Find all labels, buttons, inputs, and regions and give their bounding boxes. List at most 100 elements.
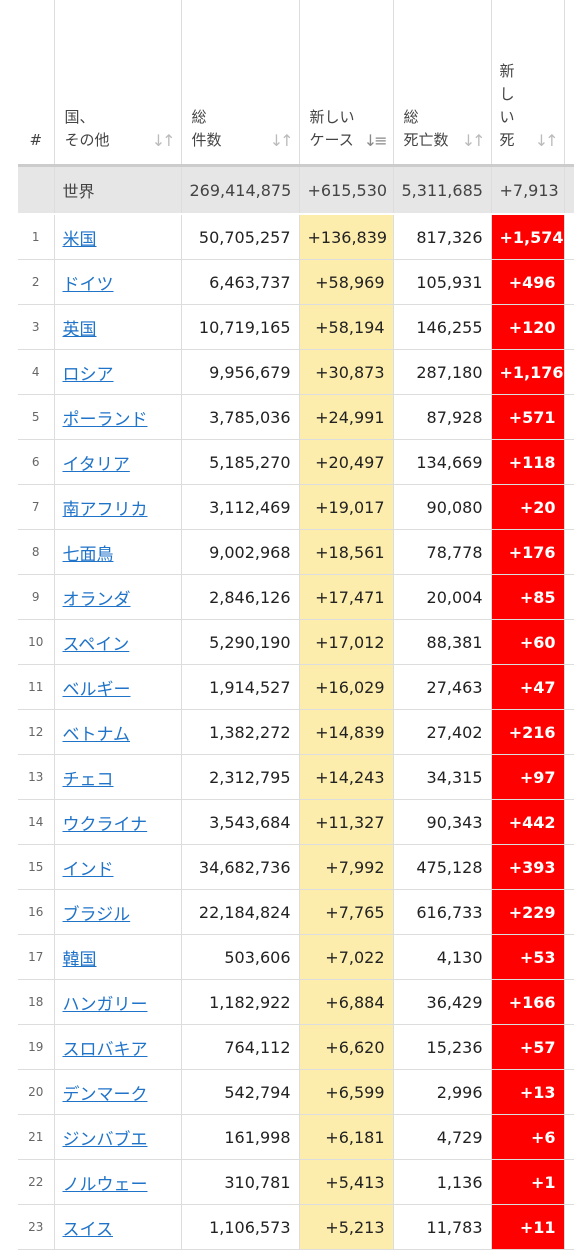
new-deaths-cell: +176 (490, 529, 564, 575)
total-cases-cell: 9,002,968 (180, 529, 299, 575)
country-link[interactable]: ジンバブエ (62, 1129, 148, 1150)
new-cases-cell: +24,991 (298, 394, 393, 440)
header-rank[interactable]: # (18, 0, 54, 167)
country-link[interactable]: ドイツ (62, 274, 114, 295)
country-link[interactable]: スロバキア (62, 1039, 148, 1060)
table-row: 3 英国 10,719,165 +58,194 146,255 +120 (18, 304, 574, 350)
country-cell: ジンバブエ (53, 1114, 181, 1160)
country-cell: 南アフリカ (53, 484, 181, 530)
country-link[interactable]: ベトナム (62, 724, 131, 745)
new-deaths-cell: +53 (490, 934, 564, 980)
total-cases-cell: 310,781 (180, 1159, 299, 1205)
total-cases-cell: 1,914,527 (180, 664, 299, 710)
rank-cell: 15 (18, 844, 54, 890)
table-row: 9 オランダ 2,846,126 +17,471 20,004 +85 (18, 574, 574, 620)
country-link[interactable]: 南アフリカ (62, 499, 148, 520)
new-cases-cell: +16,029 (298, 664, 393, 710)
country-cell: イタリア (53, 439, 181, 485)
total-cases-cell: 542,794 (180, 1069, 299, 1115)
header-country[interactable]: 国、 その他 ↓↑ (53, 0, 181, 167)
new-deaths-cell: +166 (490, 979, 564, 1025)
covid-table-container: # 国、 その他 ↓↑ 総 件数 ↓↑ 新しい ケース ↓≡ 総 死亡数 ↓↑ (18, 0, 574, 1250)
sort-desc-icon[interactable]: ↓≡ (363, 131, 388, 150)
rank-cell: 2 (18, 259, 54, 305)
total-cases-cell: 50,705,257 (180, 214, 299, 260)
country-cell: ポーランド (53, 394, 181, 440)
total-cases-cell: 1,106,573 (180, 1204, 299, 1250)
total-deaths-cell: 817,326 (392, 214, 491, 260)
country-link[interactable]: インド (62, 859, 114, 880)
table-row: 7 南アフリカ 3,112,469 +19,017 90,080 +20 (18, 484, 574, 530)
header-new-cases[interactable]: 新しい ケース ↓≡ (298, 0, 393, 167)
country-link[interactable]: 米国 (62, 229, 97, 250)
overflow-cell (563, 484, 574, 530)
header-new-deaths-label-4: 死 (499, 131, 515, 149)
country-cell: スロバキア (53, 1024, 181, 1070)
total-cases-cell: 9,956,679 (180, 349, 299, 395)
total-deaths-cell: 134,669 (392, 439, 491, 485)
country-link[interactable]: ベルギー (62, 679, 131, 700)
rank-cell: 18 (18, 979, 54, 1025)
country-link[interactable]: デンマーク (62, 1084, 148, 1105)
overflow-cell (563, 529, 574, 575)
country-cell: ハンガリー (53, 979, 181, 1025)
country-link[interactable]: 韓国 (62, 949, 97, 970)
overflow-cell (563, 259, 574, 305)
country-link[interactable]: 七面鳥 (62, 544, 114, 565)
country-link[interactable]: ブラジル (62, 904, 131, 925)
table-row: 16 ブラジル 22,184,824 +7,765 616,733 +229 (18, 889, 574, 935)
rank-cell: 1 (18, 214, 54, 260)
total-deaths-cell: 2,996 (392, 1069, 491, 1115)
total-cases-cell: 764,112 (180, 1024, 299, 1070)
country-link[interactable]: ハンガリー (62, 994, 148, 1015)
rank-cell: 22 (18, 1159, 54, 1205)
overflow-cell (563, 574, 574, 620)
country-link[interactable]: 英国 (62, 319, 97, 340)
new-cases-cell: +136,839 (298, 214, 393, 260)
new-deaths-cell: +47 (490, 664, 564, 710)
country-cell: スイス (53, 1204, 181, 1250)
total-deaths-cell: 1,136 (392, 1159, 491, 1205)
country-link[interactable]: ノルウェー (62, 1174, 148, 1195)
country-link[interactable]: スペイン (62, 634, 130, 655)
country-cell: ブラジル (53, 889, 181, 935)
overflow-cell (563, 214, 574, 260)
world-overflow-cell (563, 165, 574, 215)
new-cases-cell: +6,181 (298, 1114, 393, 1160)
new-cases-cell: +20,497 (298, 439, 393, 485)
new-deaths-cell: +216 (490, 709, 564, 755)
table-row: 13 チェコ 2,312,795 +14,243 34,315 +97 (18, 754, 574, 800)
overflow-cell (563, 844, 574, 890)
country-link[interactable]: ロシア (62, 364, 114, 385)
country-cell: ロシア (53, 349, 181, 395)
table-row: 12 ベトナム 1,382,272 +14,839 27,402 +216 (18, 709, 574, 755)
country-link[interactable]: ウクライナ (62, 814, 148, 835)
header-total-deaths[interactable]: 総 死亡数 ↓↑ (392, 0, 491, 167)
table-row: 20 デンマーク 542,794 +6,599 2,996 +13 (18, 1069, 574, 1115)
rank-cell: 12 (18, 709, 54, 755)
new-cases-cell: +6,884 (298, 979, 393, 1025)
country-link[interactable]: イタリア (62, 454, 130, 475)
rank-cell: 19 (18, 1024, 54, 1070)
header-new-deaths[interactable]: 新 し い 死 ↓↑ (490, 0, 564, 167)
new-deaths-cell: +13 (490, 1069, 564, 1115)
table-row: 15 インド 34,682,736 +7,992 475,128 +393 (18, 844, 574, 890)
country-link[interactable]: チェコ (62, 769, 114, 790)
sort-arrows-icon[interactable]: ↓↑ (269, 131, 294, 150)
country-cell: スペイン (53, 619, 181, 665)
new-deaths-cell: +1,176 (490, 349, 564, 395)
new-cases-cell: +18,561 (298, 529, 393, 575)
header-new-cases-label-1: 新しい (309, 108, 355, 126)
total-deaths-cell: 616,733 (392, 889, 491, 935)
header-total-cases[interactable]: 総 件数 ↓↑ (180, 0, 299, 167)
sort-arrows-icon[interactable]: ↓↑ (461, 131, 486, 150)
table-row: 22 ノルウェー 310,781 +5,413 1,136 +1 (18, 1159, 574, 1205)
overflow-cell (563, 619, 574, 665)
world-total-deaths: 5,311,685 (392, 165, 491, 215)
country-link[interactable]: ポーランド (62, 409, 148, 430)
sort-arrows-icon[interactable]: ↓↑ (534, 131, 559, 150)
country-link[interactable]: スイス (62, 1219, 114, 1240)
country-link[interactable]: オランダ (62, 589, 131, 610)
sort-arrows-icon[interactable]: ↓↑ (151, 131, 176, 150)
new-cases-cell: +7,022 (298, 934, 393, 980)
